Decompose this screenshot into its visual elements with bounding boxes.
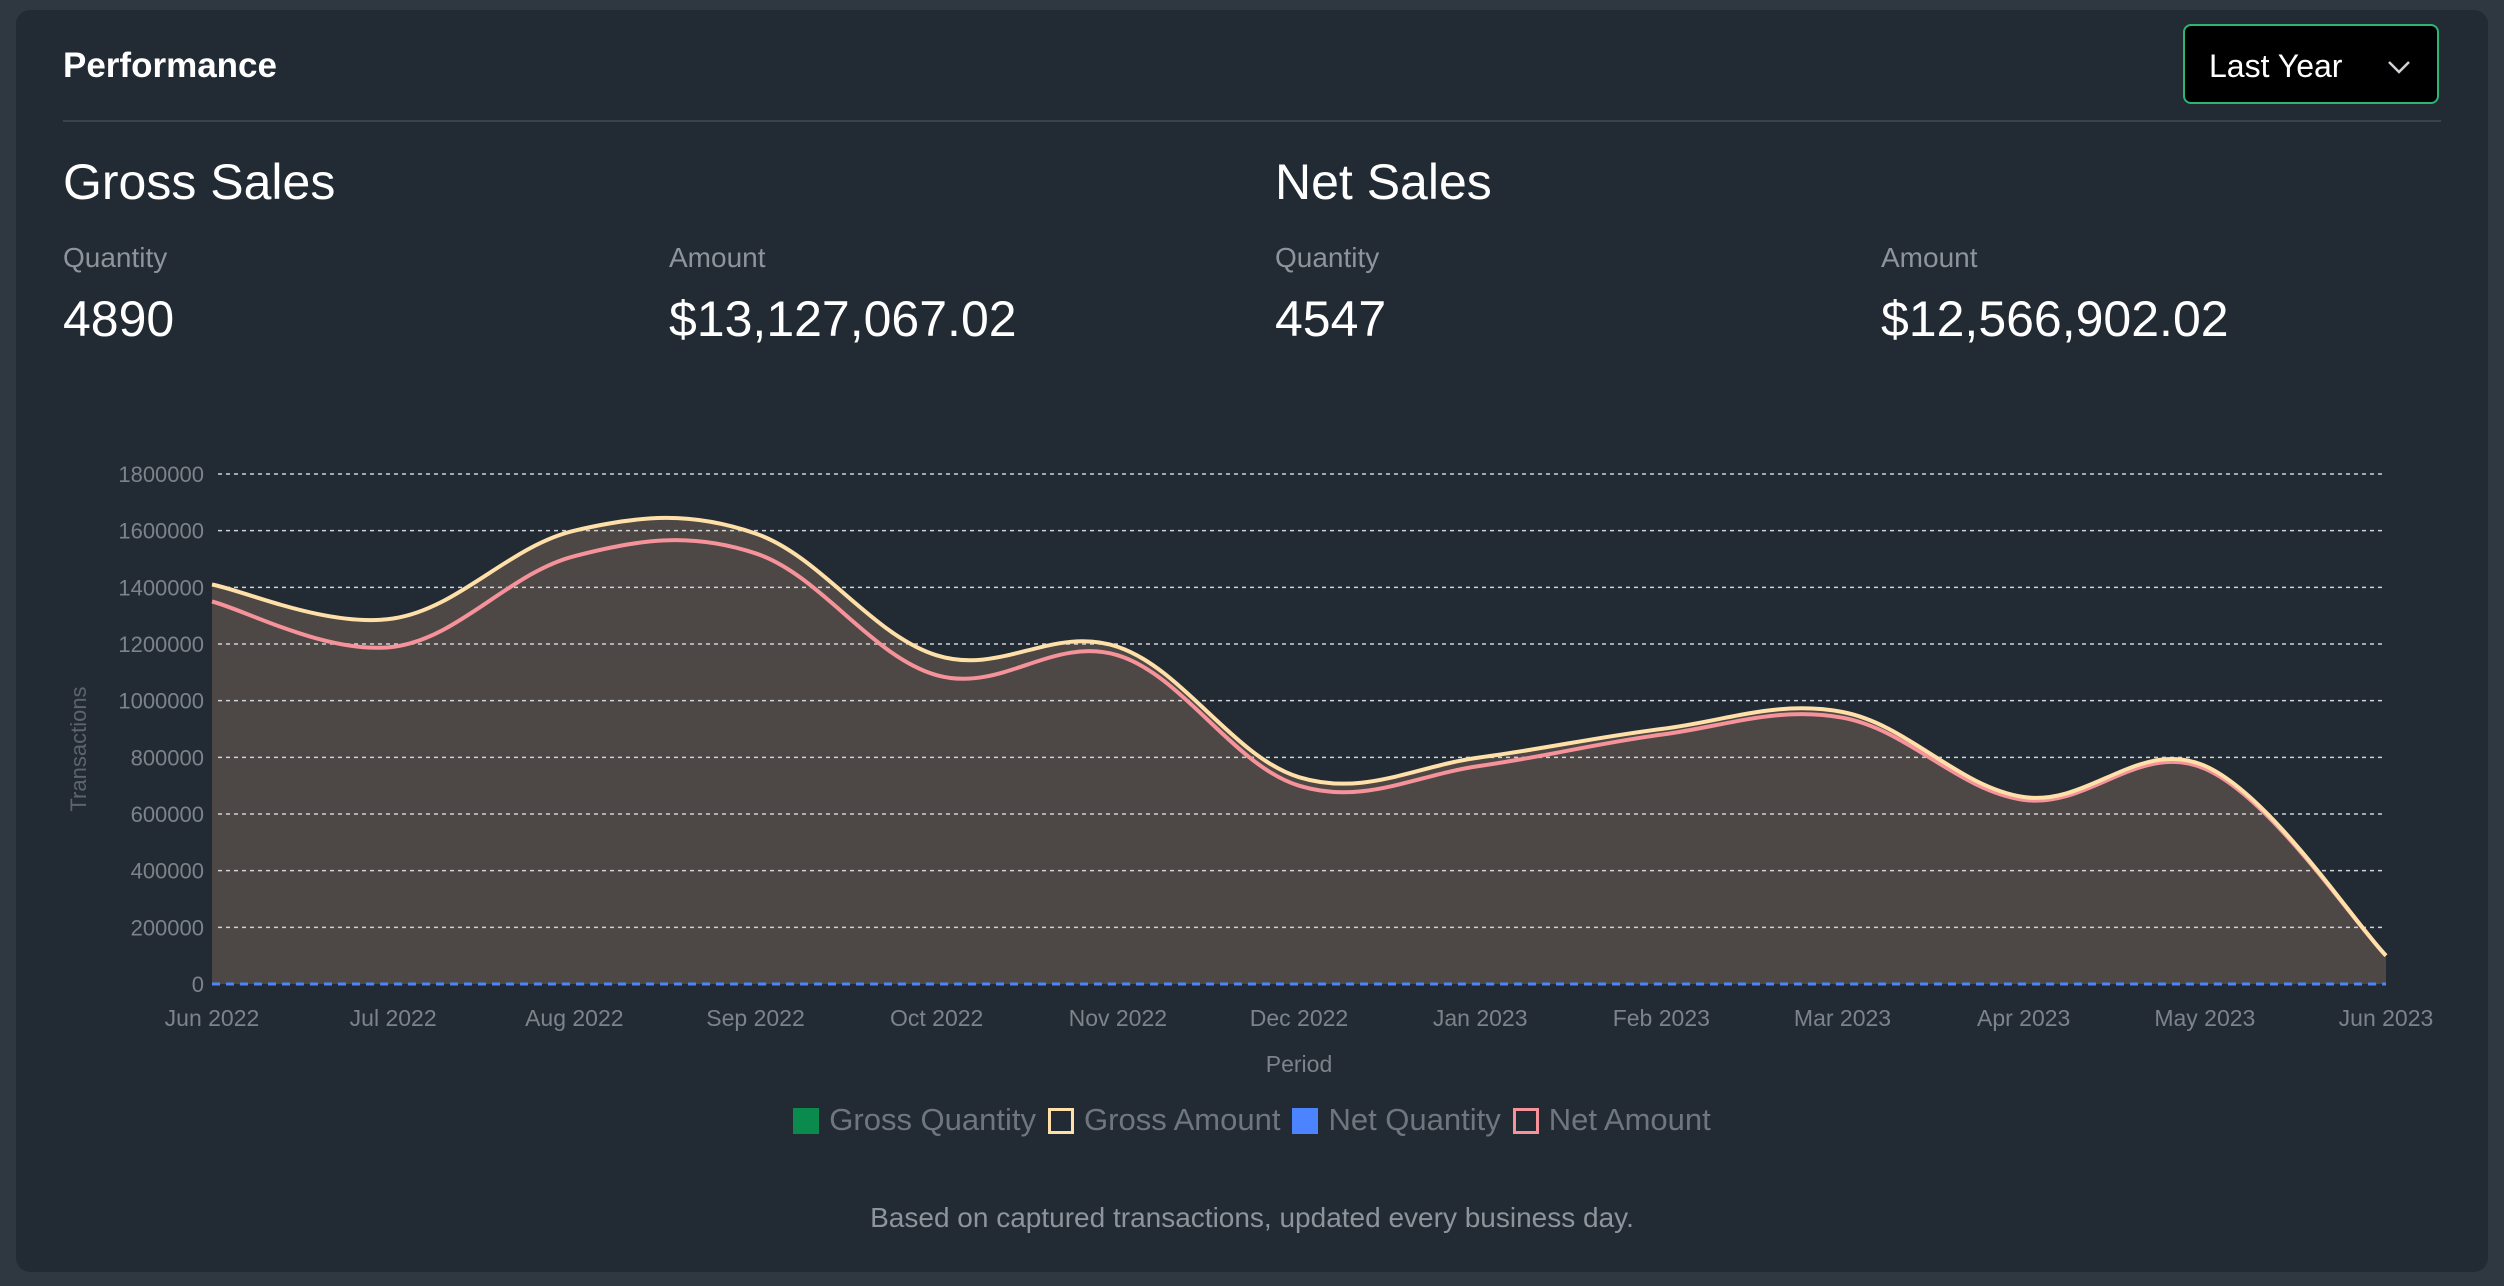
y-tick-label: 800000 (131, 745, 204, 770)
x-tick-label: Mar 2023 (1794, 1005, 1891, 1031)
gross-quantity-value: 4890 (63, 291, 175, 347)
x-axis-title: Period (1266, 1051, 1332, 1077)
x-tick-label: Nov 2022 (1069, 1005, 1167, 1031)
performance-chart: 0 200000 400000 600000 800000 1000000 1200000 1… (66, 462, 2434, 1077)
series-area-gross-amount (212, 517, 2386, 984)
net-quantity-label: Quantity (1275, 242, 1380, 273)
card-header: Performance Last Year (63, 10, 2441, 122)
series-line-net-amount (211, 538, 2388, 958)
y-tick-label: 0 (192, 972, 204, 997)
x-tick-label: Sep 2022 (706, 1005, 804, 1031)
x-tick-label: Apr 2023 (1977, 1005, 2070, 1031)
gross-sales-title: Gross Sales (63, 154, 336, 210)
footnote: Based on captured transactions, updated … (870, 1202, 1634, 1233)
y-tick-label: 400000 (131, 859, 204, 884)
legend-swatch (793, 1107, 820, 1134)
chart-legend: Gross Quantity Gross Amount Net Quantity Ne… (16, 1100, 2488, 1138)
page-title: Performance (63, 46, 277, 85)
x-tick-label: Oct 2022 (890, 1005, 983, 1031)
legend-swatch (1292, 1107, 1319, 1134)
y-tick-label: 1600000 (118, 519, 204, 544)
legend-item-gross-quantity[interactable]: Gross Quantity (793, 1102, 1036, 1138)
legend-swatch (1048, 1107, 1075, 1134)
performance-card: Performance Last Year Gross Sales Quanti… (16, 10, 2488, 1272)
x-tick-label: Dec 2022 (1250, 1005, 1348, 1031)
x-tick-label: Aug 2022 (525, 1005, 623, 1031)
series-line-gross-amount (211, 515, 2388, 958)
y-tick-label: 600000 (131, 802, 204, 827)
chevron-down-icon (2388, 61, 2410, 74)
series-area-net-amount (212, 540, 2386, 984)
legend-swatch (1512, 1107, 1539, 1134)
legend-label: Gross Quantity (829, 1101, 1037, 1137)
gross-amount-label: Amount (669, 242, 766, 273)
net-amount-value: $12,566,902.02 (1881, 291, 2229, 347)
net-amount-label: Amount (1881, 242, 1978, 273)
x-tick-label: Jun 2022 (165, 1005, 260, 1031)
y-axis-title: Transactions (66, 686, 91, 811)
y-tick-label: 1000000 (118, 689, 204, 714)
gross-quantity-label: Quantity (63, 242, 168, 273)
y-tick-label: 1800000 (118, 462, 204, 487)
y-tick-label: 1400000 (118, 575, 204, 600)
x-tick-label: May 2023 (2154, 1005, 2255, 1031)
legend-item-net-amount[interactable]: Net Amount (1512, 1101, 1711, 1138)
legend-item-gross-amount[interactable]: Gross Amount (1048, 1102, 1280, 1138)
x-tick-label: Jul 2022 (350, 1005, 437, 1031)
period-select-value: Last Year (2209, 48, 2343, 84)
y-tick-label: 200000 (131, 915, 204, 940)
y-tick-label: 1200000 (118, 632, 204, 657)
x-tick-label: Jan 2023 (1433, 1005, 1528, 1031)
net-quantity-value: 4547 (1275, 291, 1387, 347)
legend-label: Net Quantity (1328, 1101, 1501, 1137)
gross-amount-value: $13,127,067.02 (669, 291, 1017, 347)
period-select[interactable]: Last Year (2183, 24, 2439, 104)
x-tick-label: Jun 2023 (2339, 1005, 2434, 1031)
net-sales-title: Net Sales (1275, 154, 1492, 210)
legend-item-net-quantity[interactable]: Net Quantity (1292, 1101, 1501, 1138)
legend-label: Net Amount (1548, 1101, 1711, 1137)
legend-label: Gross Amount (1084, 1101, 1281, 1137)
x-tick-label: Feb 2023 (1613, 1005, 1710, 1031)
